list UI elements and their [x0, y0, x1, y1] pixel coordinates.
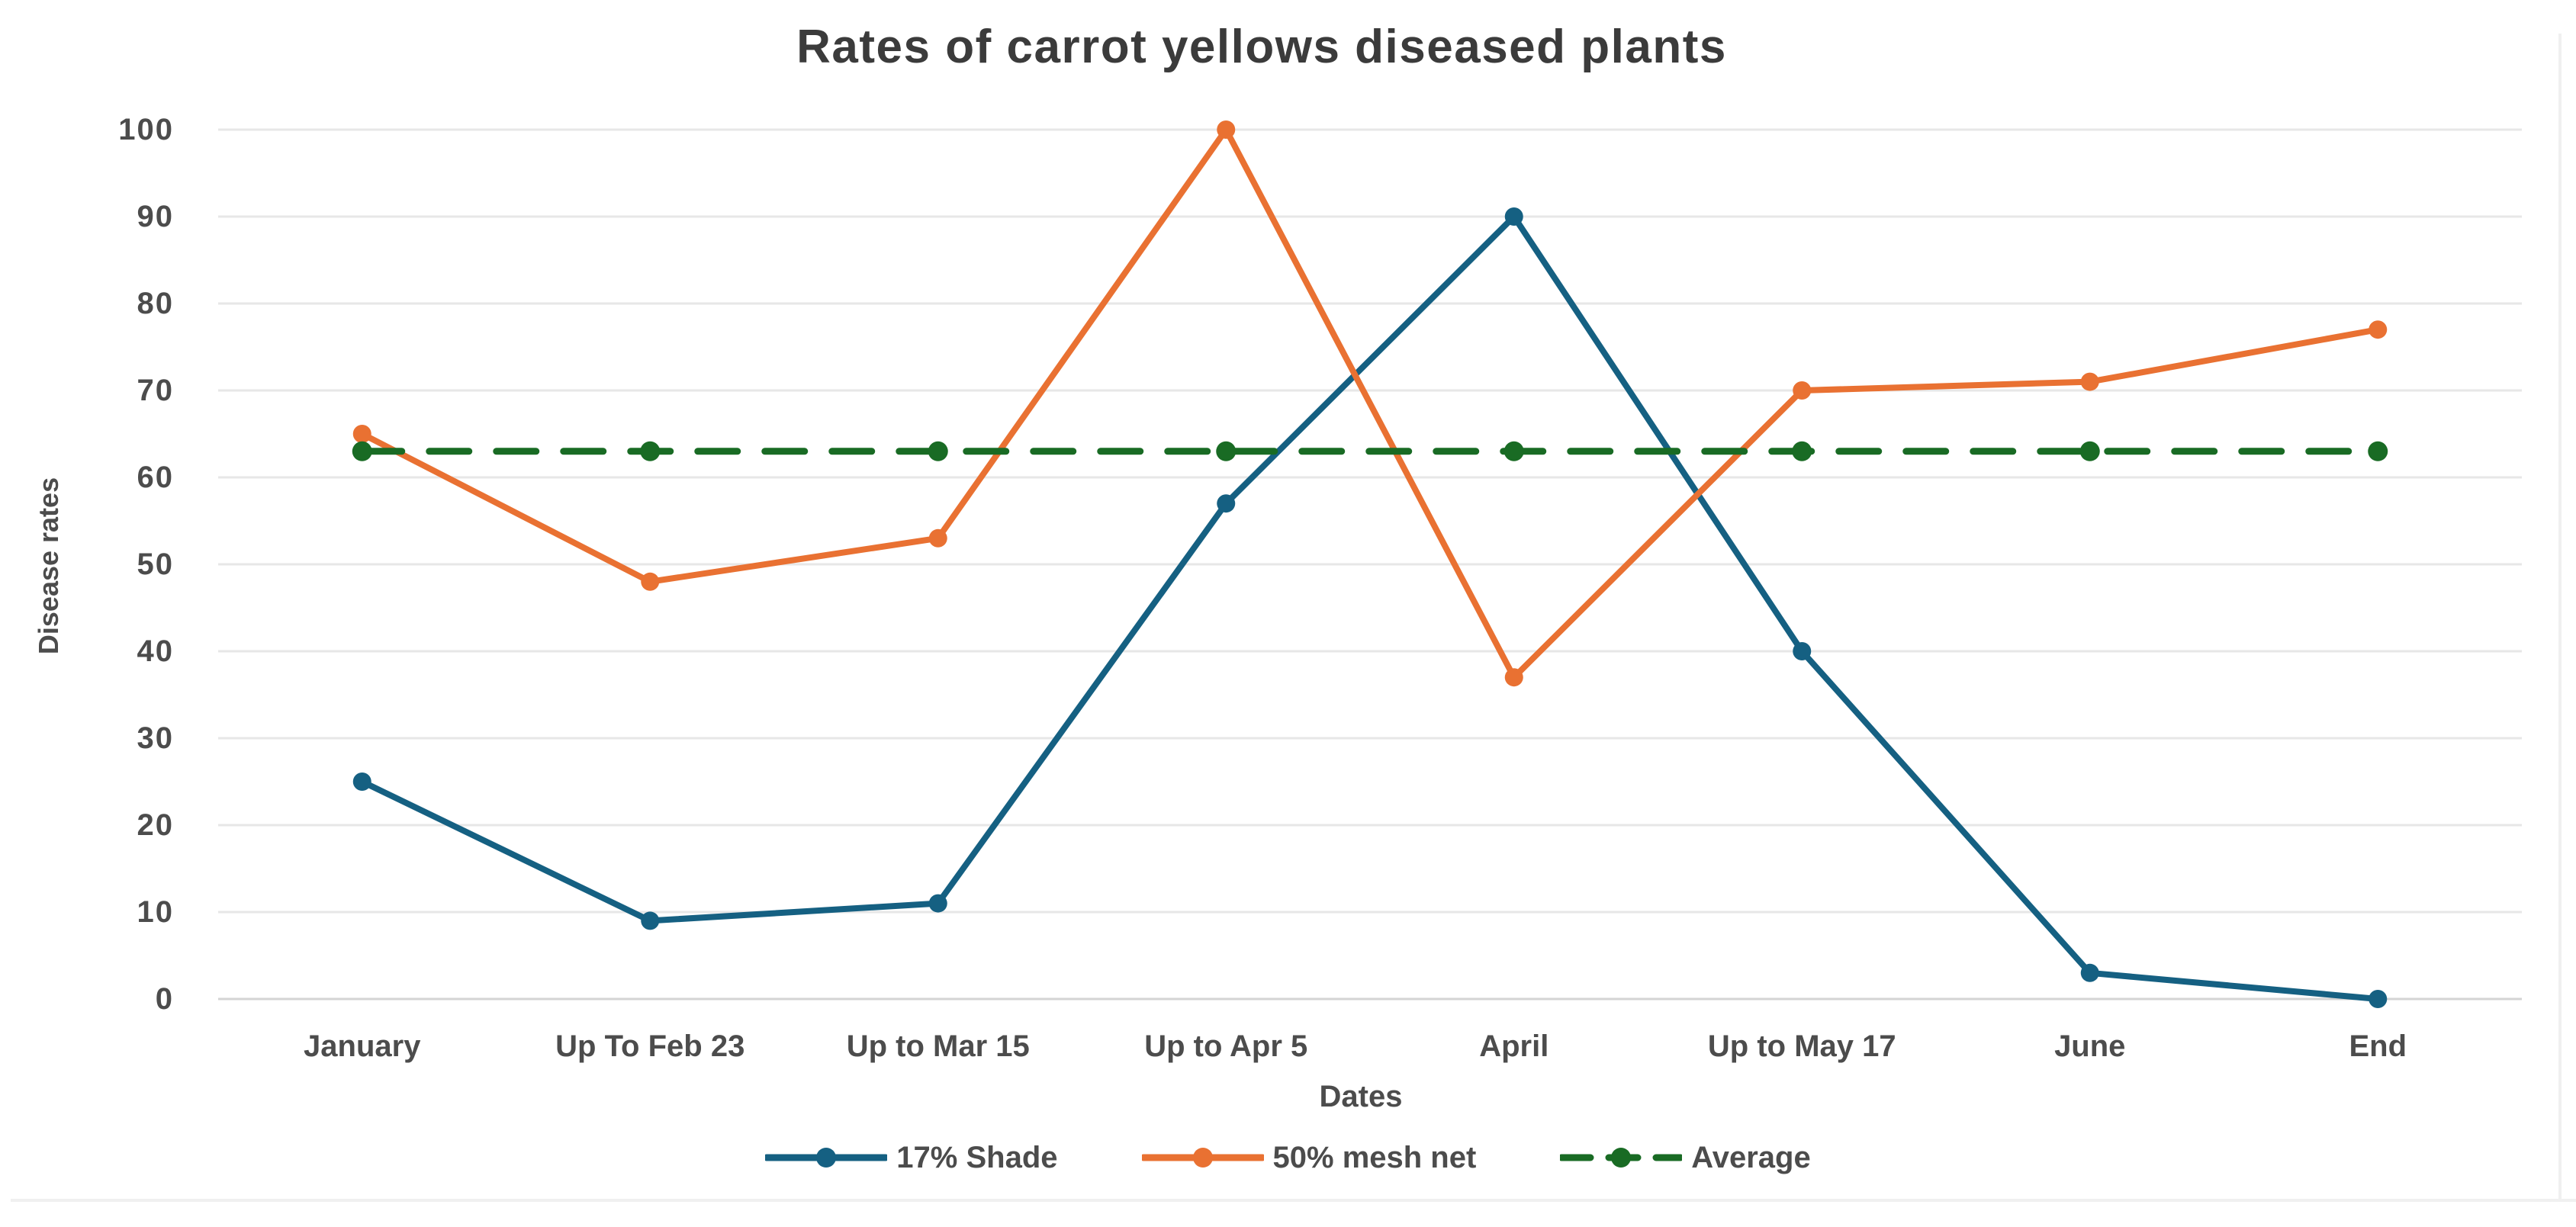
x-tick-label: Up to Mar 15 — [846, 1029, 1030, 1063]
legend-marker-icon — [765, 1148, 888, 1168]
data-point-17-shade — [2080, 963, 2099, 982]
y-tick-label: 90 — [137, 200, 174, 233]
data-point-50-mesh-net — [1793, 381, 1812, 400]
legend-item: Average — [1560, 1140, 1811, 1175]
data-point-17-shade — [1793, 642, 1812, 660]
data-point-17-shade — [641, 911, 660, 930]
y-tick-label: 70 — [137, 374, 174, 407]
data-point-average — [928, 441, 948, 461]
data-point-17-shade — [1504, 207, 1523, 226]
data-point-50-mesh-net — [2369, 320, 2388, 339]
x-tick-label: End — [2349, 1029, 2407, 1063]
data-point-50-mesh-net — [2080, 372, 2099, 391]
legend-label: 50% mesh net — [1272, 1140, 1477, 1174]
y-tick-label: 30 — [137, 721, 174, 755]
data-point-50-mesh-net — [352, 425, 371, 443]
data-point-50-mesh-net — [928, 528, 947, 548]
x-tick-label: Up to May 17 — [1707, 1029, 1896, 1063]
series-line-50-mesh-net — [359, 127, 2381, 681]
y-tick-label: 80 — [137, 287, 174, 320]
y-tick-label: 0 — [155, 982, 174, 1016]
legend-label: Average — [1691, 1140, 1811, 1174]
legend-item: 50% mesh net — [1141, 1140, 1477, 1175]
chart-frame-border-right — [2558, 34, 2562, 1202]
legend-marker-icon — [1560, 1148, 1683, 1168]
y-axis-title: Disease rates — [33, 477, 64, 655]
data-point-average — [2368, 441, 2388, 461]
y-tick-label: 40 — [137, 634, 174, 668]
legend-item: 17% Shade — [765, 1140, 1058, 1175]
x-tick-label: Up to Apr 5 — [1144, 1029, 1308, 1063]
data-point-50-mesh-net — [1504, 668, 1523, 687]
chart-title: Rates of carrot yellows diseased plants — [796, 21, 1727, 73]
x-tick-label: January — [304, 1029, 421, 1063]
chart-frame-border-bottom — [11, 1199, 2576, 1202]
series-line-17-shade — [359, 214, 2381, 1002]
x-axis-title: Dates — [1319, 1080, 1403, 1113]
x-tick-label: April — [1479, 1029, 1549, 1063]
data-point-50-mesh-net — [641, 572, 660, 591]
data-point-average — [2079, 441, 2100, 461]
y-tick-label: 60 — [137, 461, 174, 494]
x-tick-label: Up To Feb 23 — [555, 1029, 745, 1063]
data-point-17-shade — [928, 894, 947, 913]
data-point-17-shade — [352, 772, 371, 791]
data-point-average — [1503, 441, 1524, 461]
data-point-average — [1216, 441, 1237, 461]
data-point-50-mesh-net — [1217, 120, 1236, 139]
legend-marker-icon — [1141, 1148, 1264, 1168]
y-tick-label: 10 — [137, 895, 174, 929]
y-tick-label: 100 — [118, 113, 174, 146]
chart-legend: 17% Shade 50% mesh net Average — [0, 1135, 2576, 1180]
data-point-average — [640, 441, 661, 461]
legend-label: 17% Shade — [896, 1140, 1058, 1174]
data-point-17-shade — [1217, 494, 1236, 513]
x-tick-label: June — [2054, 1029, 2126, 1063]
y-tick-label: 50 — [137, 548, 174, 581]
data-point-average — [352, 441, 372, 461]
data-point-average — [1792, 441, 1812, 461]
data-point-17-shade — [2369, 990, 2388, 1008]
y-tick-label: 20 — [137, 808, 174, 842]
